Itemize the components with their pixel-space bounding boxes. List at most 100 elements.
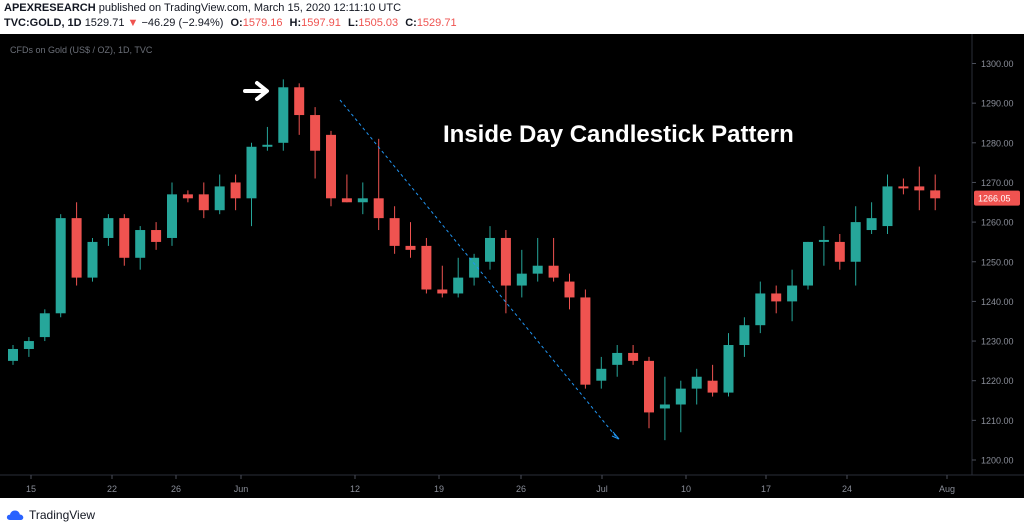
x-tick-label: 26 — [171, 484, 181, 494]
candle[interactable] — [803, 241, 813, 290]
candle[interactable] — [659, 376, 670, 441]
candle-body — [930, 190, 941, 199]
candle[interactable] — [532, 237, 543, 282]
x-tick-label: 22 — [107, 484, 117, 494]
candle-body — [182, 194, 193, 199]
candle[interactable] — [453, 257, 464, 298]
candle[interactable] — [326, 130, 336, 207]
candle[interactable] — [675, 380, 686, 433]
candle[interactable] — [294, 83, 305, 135]
candle-body — [87, 241, 98, 278]
candle[interactable] — [198, 182, 209, 219]
candle-body — [787, 285, 798, 302]
candle[interactable] — [373, 138, 384, 231]
candle[interactable] — [135, 226, 146, 270]
price-axis[interactable]: 1300.00 1290.00 1280.00 1270.00 1260.00 1250.… — [972, 59, 1014, 466]
publish-line: APEXRESEARCH published on TradingView.co… — [4, 2, 401, 14]
candle-body — [8, 348, 18, 361]
open-label: O: — [230, 17, 243, 29]
candle[interactable] — [278, 79, 289, 151]
candle[interactable] — [262, 126, 273, 151]
candle-body — [850, 222, 861, 262]
candle[interactable] — [230, 174, 241, 211]
chart-area[interactable]: CFDs on Gold (US$ / OZ), 1D, TVC 1300.00… — [0, 34, 1024, 498]
candle[interactable] — [866, 202, 877, 234]
candle[interactable] — [771, 285, 782, 314]
candle[interactable] — [834, 233, 845, 270]
candle-body — [882, 186, 893, 227]
candle[interactable] — [516, 249, 527, 298]
candle-body — [23, 341, 34, 349]
candle-body — [691, 376, 702, 389]
candle[interactable] — [341, 174, 352, 203]
candle-body — [707, 380, 718, 393]
candle[interactable] — [182, 190, 193, 203]
candle[interactable] — [755, 281, 766, 334]
candle[interactable] — [612, 345, 623, 377]
candle[interactable] — [389, 206, 400, 254]
x-tick-label: 24 — [842, 484, 852, 494]
candle[interactable] — [818, 226, 829, 266]
candle-body — [278, 87, 289, 143]
publisher-name[interactable]: APEXRESEARCH — [4, 2, 96, 14]
candle-body — [230, 182, 241, 199]
candle[interactable] — [882, 174, 893, 234]
tradingview-logo[interactable]: TradingView — [6, 508, 95, 522]
candle[interactable] — [707, 364, 718, 397]
candle[interactable] — [850, 206, 861, 286]
candle-body — [834, 241, 845, 262]
candle[interactable] — [596, 356, 607, 389]
x-tick-label: 17 — [761, 484, 771, 494]
candle-body — [310, 115, 321, 151]
candle[interactable] — [469, 253, 480, 286]
candle[interactable] — [691, 368, 702, 405]
candle-body — [151, 230, 162, 242]
y-tick-label: 1300.00 — [981, 59, 1014, 69]
candle[interactable] — [739, 317, 750, 357]
y-tick-label: 1290.00 — [981, 99, 1014, 109]
candle[interactable] — [119, 214, 130, 266]
candle[interactable] — [787, 269, 798, 322]
last-price-tag-text: 1266.05 — [978, 194, 1011, 204]
candle[interactable] — [39, 309, 50, 342]
candlestick-chart[interactable]: CFDs on Gold (US$ / OZ), 1D, TVC 1300.00… — [0, 34, 1024, 498]
candle[interactable] — [55, 214, 66, 318]
close-value: 1529.71 — [416, 17, 457, 29]
candle[interactable] — [357, 182, 368, 215]
candle[interactable] — [898, 178, 909, 195]
trend-line[interactable] — [339, 99, 619, 440]
candle[interactable] — [151, 222, 162, 250]
candle-body — [485, 237, 495, 262]
candle[interactable] — [628, 345, 639, 365]
candle[interactable] — [914, 166, 925, 211]
candle[interactable] — [548, 237, 559, 282]
candle[interactable] — [103, 214, 114, 246]
candle[interactable] — [500, 230, 511, 314]
last-price-tag: 1266.05 — [974, 190, 1020, 206]
y-tick-label: 1220.00 — [981, 376, 1014, 386]
candle[interactable] — [71, 202, 82, 286]
candle[interactable] — [8, 345, 18, 365]
candle[interactable] — [580, 289, 591, 389]
candle[interactable] — [421, 237, 432, 294]
candle[interactable] — [564, 273, 575, 310]
candle[interactable] — [930, 174, 941, 211]
symbol-label[interactable]: TVC:GOLD, 1D — [4, 17, 82, 29]
candle[interactable] — [246, 142, 257, 227]
candle-body — [532, 265, 543, 274]
candle[interactable] — [437, 265, 448, 298]
candle-body — [580, 297, 591, 385]
candle-body — [437, 289, 448, 294]
candle[interactable] — [23, 337, 34, 357]
candle[interactable] — [310, 107, 321, 179]
candle[interactable] — [167, 182, 177, 246]
candle[interactable] — [405, 222, 416, 258]
candle[interactable] — [214, 174, 225, 215]
candle[interactable] — [723, 333, 734, 397]
candle-body — [644, 360, 654, 413]
candle-body — [421, 245, 432, 290]
candle[interactable] — [644, 356, 654, 429]
candle[interactable] — [485, 226, 495, 270]
time-axis[interactable]: 15 22 26 Jun 12 19 26 Jul 10 17 24 Aug — [26, 475, 955, 494]
candle[interactable] — [87, 237, 98, 282]
